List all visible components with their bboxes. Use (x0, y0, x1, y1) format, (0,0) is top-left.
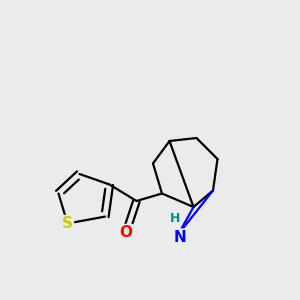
Text: N: N (174, 230, 186, 244)
Text: O: O (119, 225, 133, 240)
Text: H: H (170, 212, 181, 225)
Text: S: S (62, 216, 73, 231)
